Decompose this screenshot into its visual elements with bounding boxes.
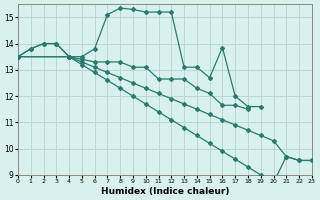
X-axis label: Humidex (Indice chaleur): Humidex (Indice chaleur)	[101, 187, 229, 196]
